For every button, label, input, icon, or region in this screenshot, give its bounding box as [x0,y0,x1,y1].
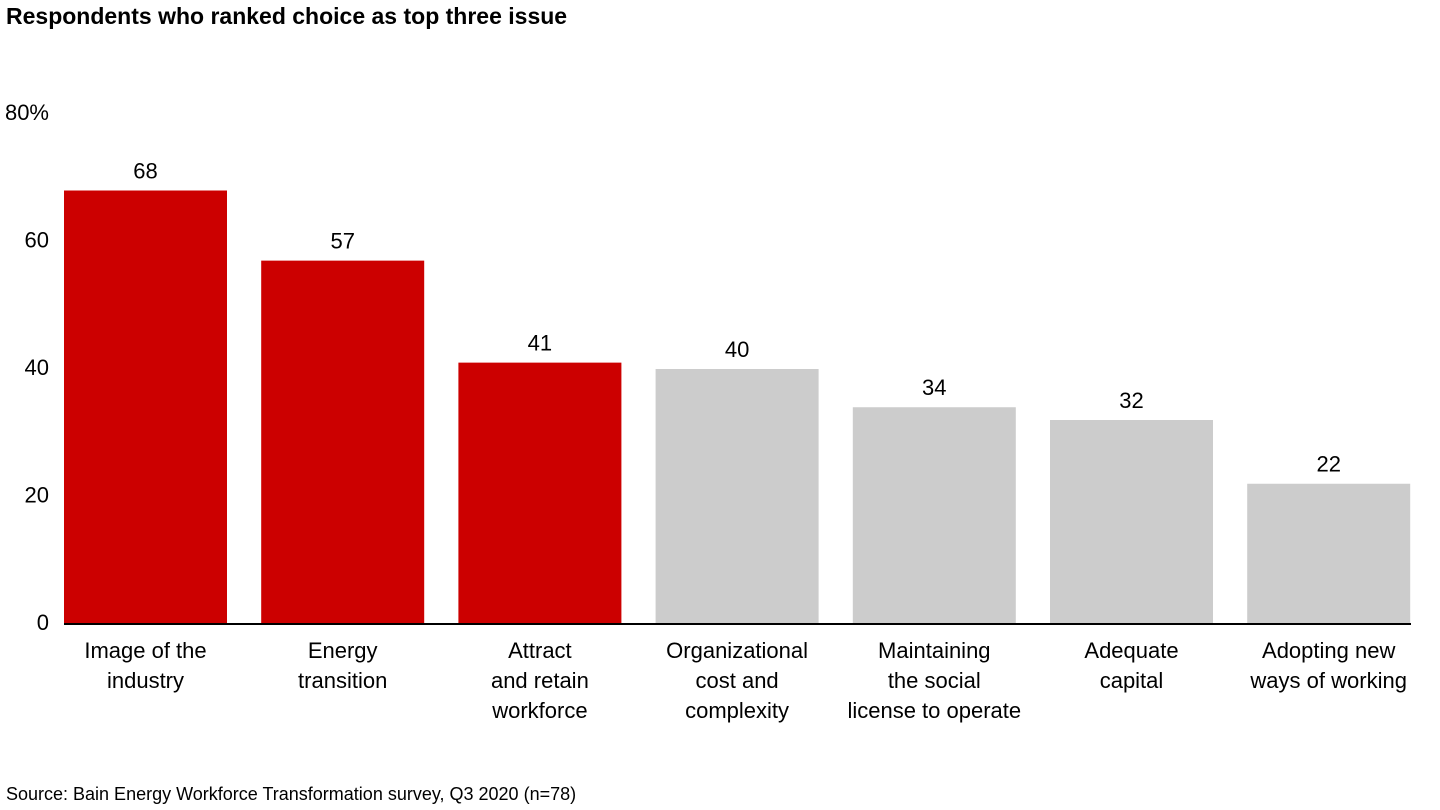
x-tick-label: Adequate capital [1084,638,1179,693]
value-label: 41 [528,330,552,355]
source-note: Source: Bain Energy Workforce Transforma… [6,784,576,804]
x-tick-label: Organizational cost and complexity [666,638,809,723]
value-label: 57 [330,228,354,253]
value-label: 22 [1316,452,1340,477]
y-tick-label: 20 [25,482,49,507]
y-tick-label: 0 [37,610,49,635]
value-label: 68 [133,158,157,183]
x-tick-label: Adopting new ways of working [1250,638,1407,693]
x-tick-label: Energy transition [298,638,388,693]
bar [1247,483,1411,624]
bar [458,362,622,624]
bar [261,260,425,624]
bar [655,369,819,624]
value-label: 34 [922,375,946,400]
x-tick-label: Maintaining the social license to operat… [847,638,1022,723]
bar [64,190,227,624]
chart-title: Respondents who ranked choice as top thr… [6,3,567,29]
y-tick-label: 40 [25,355,49,380]
x-tick-label: Image of the industry [84,638,207,693]
y-tick-label: 60 [25,227,49,252]
bar [1050,420,1213,624]
x-tick-label: Attract and retain workforce [490,638,589,723]
value-label: 40 [725,337,749,362]
value-label: 32 [1119,388,1143,413]
y-tick-label: 80% [5,100,49,125]
bar [852,407,1016,624]
